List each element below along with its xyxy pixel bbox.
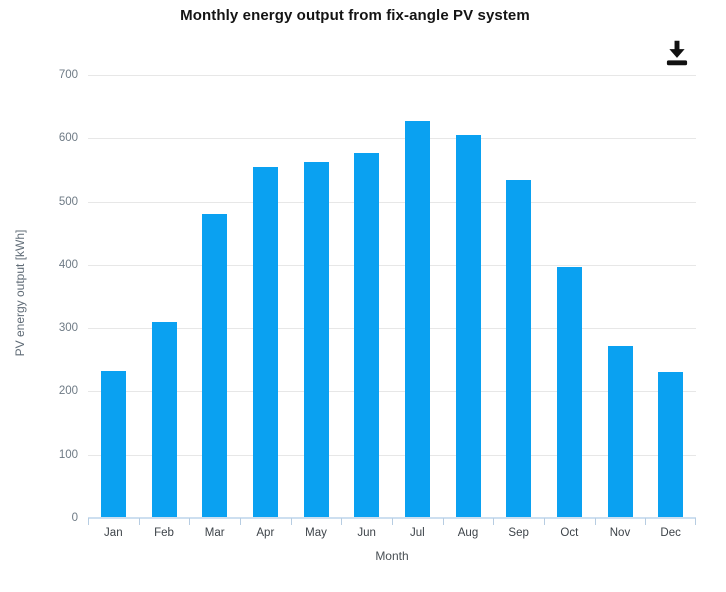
x-axis-tick <box>442 518 444 525</box>
bar-apr[interactable] <box>252 167 278 518</box>
x-axis-tick <box>240 518 241 525</box>
bar-jun[interactable] <box>354 152 380 518</box>
y-tick-label: 100 <box>58 448 78 461</box>
x-axis-tick <box>493 518 495 525</box>
x-axis-tick <box>341 518 343 525</box>
bar-jan[interactable] <box>100 371 126 518</box>
y-tick-label: 600 <box>58 132 78 145</box>
gridline <box>88 264 696 266</box>
bar-aug[interactable] <box>455 135 481 518</box>
x-axis-tick <box>392 518 393 525</box>
bar-oct[interactable] <box>556 266 582 518</box>
x-tick-label: Apr <box>256 527 275 539</box>
x-tick-label: Jun <box>357 527 376 539</box>
bar-may[interactable] <box>303 162 329 518</box>
bar-feb[interactable] <box>151 321 177 518</box>
x-axis-tick <box>88 518 89 525</box>
x-tick-label: Feb <box>154 527 174 539</box>
x-tick-label: Jan <box>104 527 123 539</box>
y-tick-label: 300 <box>58 322 78 335</box>
y-tick-label: 500 <box>58 195 78 208</box>
x-axis-tick <box>695 518 696 525</box>
y-axis-labels: 0 100 200 300 400 500 600 700 <box>0 69 78 524</box>
x-axis-tick <box>290 518 292 525</box>
bar-dec[interactable] <box>658 372 684 518</box>
bar-mar[interactable] <box>202 214 228 518</box>
gridline <box>88 201 696 203</box>
x-tick-label: Sep <box>508 527 529 539</box>
y-tick-label: 0 <box>71 512 78 524</box>
x-tick-label: Mar <box>204 527 225 539</box>
x-axis-tick <box>544 518 545 525</box>
x-axis-labels: Jan Feb Mar Apr May Jun Jul Aug Sep Oct Nov Dec <box>88 527 696 543</box>
x-tick-label: Oct <box>560 527 579 539</box>
x-axis-tick <box>645 518 647 525</box>
x-tick-label: Aug <box>457 527 479 539</box>
gridline <box>88 454 696 456</box>
x-axis-tick <box>138 518 140 525</box>
y-tick-label: 700 <box>58 69 78 81</box>
x-axis-title: Month <box>375 549 409 563</box>
gridline <box>88 75 696 76</box>
download-button[interactable] <box>660 38 694 68</box>
y-tick-label: 200 <box>58 385 78 398</box>
download-icon <box>666 40 688 66</box>
bar-sep[interactable] <box>506 180 532 518</box>
gridline <box>88 391 696 393</box>
gridline <box>88 328 696 330</box>
x-tick-label: Dec <box>660 527 681 539</box>
y-tick-label: 400 <box>58 258 78 271</box>
x-axis-tick <box>189 518 191 525</box>
gridline <box>88 138 696 140</box>
x-tick-label: May <box>305 527 327 539</box>
plot-area <box>88 75 696 525</box>
x-axis-tick <box>594 518 596 525</box>
bar-nov[interactable] <box>607 345 633 518</box>
chart-title: Monthly energy output from fix-angle PV … <box>180 7 530 24</box>
x-tick-label: Jul <box>409 527 425 539</box>
x-tick-label: Nov <box>609 527 631 539</box>
bar-jul[interactable] <box>404 121 430 518</box>
